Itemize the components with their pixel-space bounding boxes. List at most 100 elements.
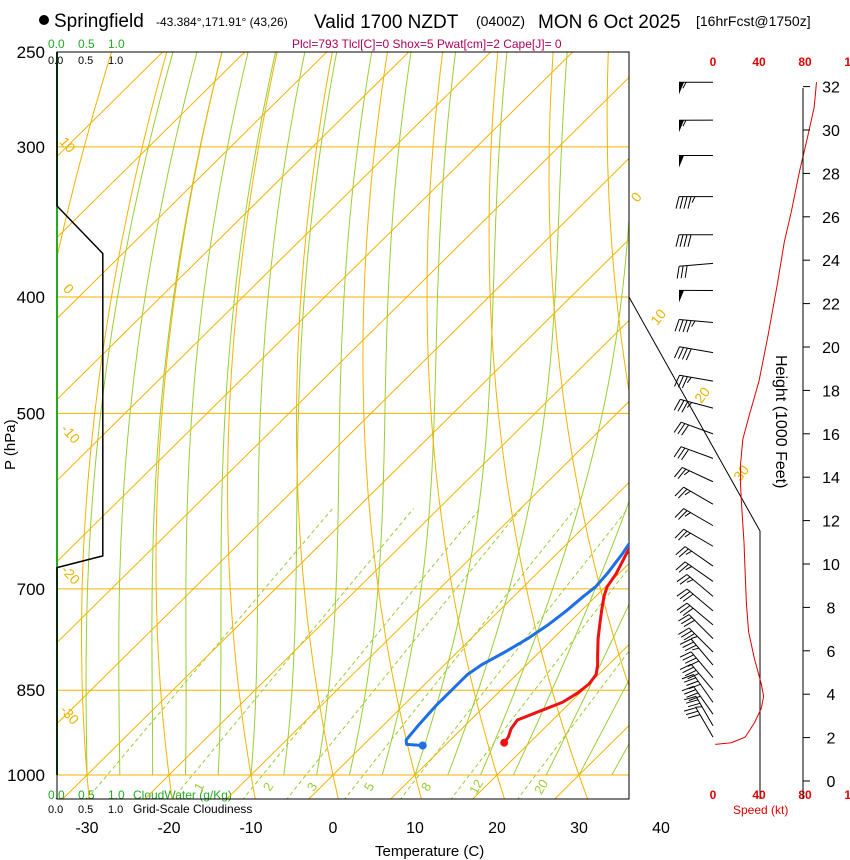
wind-barb xyxy=(683,707,714,738)
speed-axis-label: Speed (kt) xyxy=(733,803,788,817)
wind-barb-feather xyxy=(684,644,697,652)
mixing-ratio-line xyxy=(344,508,576,799)
cloudwater-tick: 0.5 xyxy=(78,37,95,51)
wind-barb-feather xyxy=(680,630,693,638)
wind-barb-staff xyxy=(688,614,714,640)
temperature-tick-label: -10 xyxy=(239,820,262,837)
pressure-tick-label: 300 xyxy=(17,138,45,157)
wind-barb-feather xyxy=(683,470,690,476)
wind-barb xyxy=(674,374,714,389)
temperature-tick-label: 0 xyxy=(329,820,338,837)
wind-barb-pennant xyxy=(679,82,684,95)
moist-adiabat-line xyxy=(283,52,338,776)
isotherm-line xyxy=(472,643,629,799)
speed-ticks: 00404080801212 xyxy=(710,55,850,802)
mixing-ratio-label: 2 xyxy=(260,780,277,794)
wind-barb-feather xyxy=(688,695,701,702)
wind-barb xyxy=(674,319,714,333)
wind-barb-feather xyxy=(685,699,699,704)
wind-barb xyxy=(681,685,714,715)
wind-barb-feather xyxy=(674,486,684,497)
isotherm-line xyxy=(308,481,629,799)
dry-adiabat-line xyxy=(81,52,168,799)
moist-adiabat-line xyxy=(316,52,373,776)
speed-tick-label: 80 xyxy=(798,55,812,69)
wind-barb-feather xyxy=(683,633,695,641)
cloud-profiles xyxy=(56,52,104,775)
wind-barb-feather xyxy=(680,265,684,279)
wind-barb xyxy=(675,561,714,582)
wind-barb xyxy=(674,528,714,547)
wind-barb-feather xyxy=(677,375,684,388)
height-tick-label: 24 xyxy=(822,253,840,270)
isotherm-line xyxy=(57,157,629,725)
wind-barb-feather xyxy=(681,376,688,389)
wind-barb-staff xyxy=(683,528,714,547)
wind-barb xyxy=(683,695,714,727)
wind-barb-feather xyxy=(679,663,692,671)
dry-adiabat-line xyxy=(548,52,629,688)
sounding-params: Plcl=793 Tlcl[C]=0 Shox=5 Pwat[cm]=2 Cap… xyxy=(292,37,562,51)
wind-barb xyxy=(673,446,714,460)
wind-barb-staff xyxy=(688,627,714,653)
wind-barb xyxy=(674,466,714,483)
wind-barb-feather xyxy=(679,605,691,614)
wind-barb-feather xyxy=(677,423,686,435)
wind-barb-feather xyxy=(682,641,694,648)
cloudiness-tick: 0.5 xyxy=(78,804,93,816)
isotherm-line xyxy=(226,400,629,799)
speed-tick-label: 0 xyxy=(710,55,717,69)
location-dot xyxy=(39,15,49,25)
wind-barb-feather xyxy=(677,347,684,359)
wind-barb xyxy=(676,262,714,279)
mixing-ratio-label: 3 xyxy=(304,780,321,794)
dry-adiabat-line xyxy=(488,52,589,799)
moist-adiabat-line xyxy=(611,742,629,776)
cloudiness-line xyxy=(56,52,104,775)
wind-barb-feather xyxy=(683,619,695,628)
wind-barb-staff xyxy=(693,686,714,715)
wind-barb-pennant xyxy=(679,290,684,303)
utc-time: (0400Z) xyxy=(476,13,525,29)
speed-tick-label: 80 xyxy=(798,788,812,802)
wind-barb-feather xyxy=(682,607,694,616)
wind-barb-feather xyxy=(674,346,680,359)
moist-adiabat-line xyxy=(250,52,306,776)
dry-adiabat-line xyxy=(606,52,629,394)
wind-barb-feather xyxy=(686,692,699,698)
wind-barb-staff xyxy=(690,651,714,679)
wind-barb-staff xyxy=(680,421,714,435)
isotherm-line xyxy=(57,52,574,563)
wind-barb-feather xyxy=(673,421,682,433)
wind-barb xyxy=(674,508,714,527)
isotherm-line xyxy=(57,52,164,158)
dry-adiabat-line xyxy=(426,52,506,799)
wind-barb-feather xyxy=(682,666,694,674)
wind-barb-feather xyxy=(686,320,692,333)
wind-barb-feather xyxy=(688,683,701,690)
wind-barb-feather xyxy=(678,627,690,635)
temperature-tick-label: -30 xyxy=(75,820,98,837)
wind-barb-staff xyxy=(679,346,714,354)
pressure-tick-label: 700 xyxy=(17,580,45,599)
wind-barb-feather xyxy=(677,468,687,480)
pressure-ticks: 250 300 400 500 700 850 1000 xyxy=(7,43,45,785)
wind-barb-staff xyxy=(683,486,714,505)
hodograph-boundary xyxy=(628,296,761,799)
wind-barb-feather xyxy=(681,449,690,460)
wind-speed-line xyxy=(715,82,817,745)
height-tick-label: 4 xyxy=(827,687,836,704)
wind-barb-feather xyxy=(677,400,685,412)
wind-barb-feather xyxy=(674,374,680,387)
wind-barb-feather xyxy=(686,377,692,383)
height-axis-label: Height (1000 Feet) xyxy=(772,355,789,488)
wind-barb-feather xyxy=(684,532,691,538)
cloudwater-tick: 0.0 xyxy=(48,37,65,51)
isotherm-line xyxy=(57,52,410,401)
cloudwater-tick: 0.5 xyxy=(78,788,95,802)
wind-barb-staff xyxy=(679,319,714,323)
height-tick-label: 14 xyxy=(822,470,840,487)
wind-barb-feather xyxy=(695,706,703,708)
isotherm-line xyxy=(57,52,246,239)
